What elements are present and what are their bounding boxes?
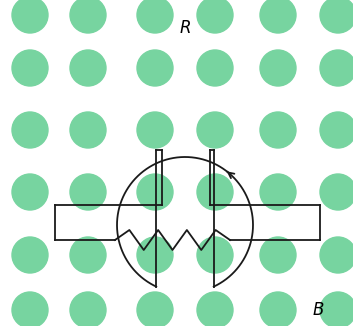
- Circle shape: [70, 50, 106, 86]
- Circle shape: [260, 0, 296, 33]
- Circle shape: [137, 50, 173, 86]
- Circle shape: [260, 112, 296, 148]
- Circle shape: [320, 112, 353, 148]
- Text: R: R: [179, 19, 191, 37]
- Circle shape: [12, 292, 48, 326]
- Circle shape: [197, 237, 233, 273]
- Circle shape: [260, 292, 296, 326]
- Circle shape: [70, 292, 106, 326]
- Circle shape: [137, 0, 173, 33]
- Circle shape: [137, 174, 173, 210]
- Circle shape: [320, 0, 353, 33]
- Circle shape: [70, 112, 106, 148]
- Circle shape: [12, 0, 48, 33]
- Circle shape: [260, 237, 296, 273]
- Circle shape: [260, 50, 296, 86]
- Circle shape: [320, 292, 353, 326]
- Circle shape: [320, 174, 353, 210]
- Circle shape: [260, 174, 296, 210]
- Circle shape: [197, 50, 233, 86]
- Circle shape: [197, 112, 233, 148]
- Circle shape: [70, 174, 106, 210]
- Text: B: B: [312, 301, 324, 319]
- Circle shape: [70, 0, 106, 33]
- Circle shape: [12, 112, 48, 148]
- Circle shape: [137, 112, 173, 148]
- Circle shape: [70, 237, 106, 273]
- Circle shape: [137, 237, 173, 273]
- Circle shape: [197, 0, 233, 33]
- Circle shape: [12, 174, 48, 210]
- Circle shape: [12, 237, 48, 273]
- Circle shape: [137, 292, 173, 326]
- Circle shape: [12, 50, 48, 86]
- Circle shape: [197, 174, 233, 210]
- Circle shape: [320, 50, 353, 86]
- Circle shape: [320, 237, 353, 273]
- Circle shape: [197, 292, 233, 326]
